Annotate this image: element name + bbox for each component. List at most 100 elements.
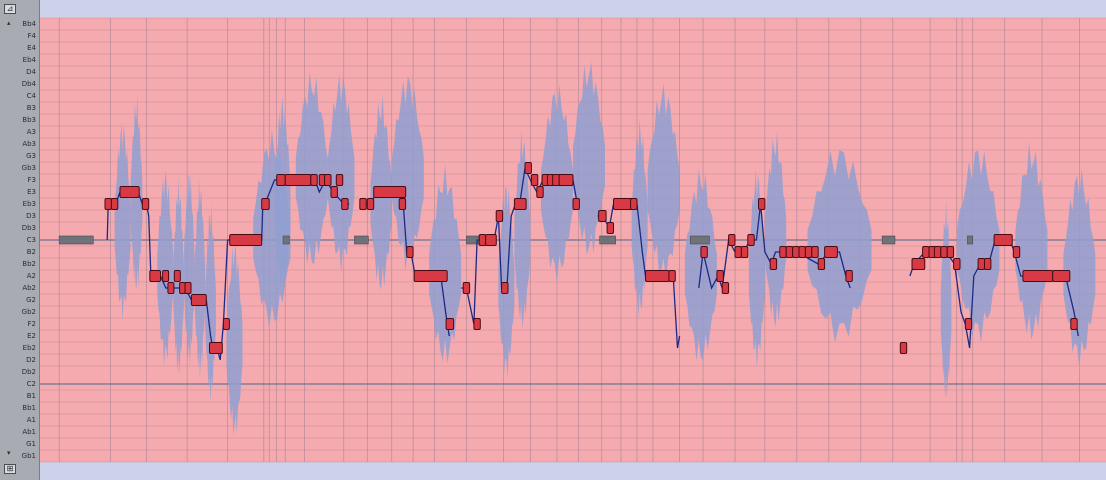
note-label: Gb3	[21, 164, 36, 172]
note-blob	[473, 318, 481, 330]
note-blob	[184, 282, 192, 294]
note-blob	[141, 198, 150, 210]
note-blob	[276, 174, 286, 186]
pitch-canvas[interactable]	[40, 0, 1106, 480]
note-label: Bb3	[22, 116, 36, 124]
note-label: B1	[26, 392, 36, 400]
waveform-blob	[573, 61, 605, 255]
note-label: F2	[27, 320, 36, 328]
pitch-ruler[interactable]: ⊿ ▴ ▾ ⊞ Bb4 F4 E4 Eb4 D4 Db4 C4 B3 Bb3 A3 Ab3 G3 Gb3…	[0, 0, 40, 480]
gap-bar	[354, 235, 369, 245]
note-blob	[341, 198, 349, 210]
note-blob	[734, 246, 742, 258]
note-label: Db2	[21, 368, 36, 376]
note-blob	[462, 282, 471, 294]
waveform-blob	[157, 170, 174, 368]
note-blob	[740, 246, 749, 258]
note-blobs	[104, 162, 1078, 354]
note-label: Db4	[21, 80, 36, 88]
note-blob	[406, 246, 414, 258]
note-blob	[478, 234, 487, 246]
note-blob	[310, 174, 318, 186]
note-blob	[445, 318, 455, 330]
note-blob	[779, 246, 787, 258]
note-blob	[792, 246, 800, 258]
note-label: Eb4	[22, 56, 36, 64]
note-blob	[824, 246, 838, 258]
note-label: F3	[27, 176, 36, 184]
note-label: Bb1	[22, 404, 36, 412]
note-label: Ab3	[22, 140, 36, 148]
note-blob	[984, 258, 992, 270]
gap-bar	[967, 235, 974, 245]
note-label: Gb1	[21, 452, 36, 460]
note-blob	[700, 246, 708, 258]
note-label: Db3	[21, 224, 36, 232]
note-blob	[785, 246, 794, 258]
unvoiced-gaps	[58, 235, 974, 245]
note-label: D3	[26, 212, 36, 220]
note-blob	[359, 198, 367, 210]
waveform-blob	[956, 150, 1000, 343]
note-label: E2	[27, 332, 36, 340]
note-blob	[728, 234, 736, 246]
note-blob	[716, 270, 724, 282]
note-blob	[769, 258, 778, 270]
note-blob	[922, 246, 930, 258]
note-blob	[747, 234, 755, 246]
gap-bar	[282, 235, 290, 245]
note-blob	[964, 318, 973, 330]
note-blob	[261, 198, 270, 210]
waveform-blob	[748, 169, 765, 369]
note-blob	[977, 258, 985, 270]
zoom-toggle-button[interactable]: ⊿	[4, 4, 16, 14]
waveform-blob	[274, 96, 291, 295]
note-blob	[485, 234, 497, 246]
note-blob	[162, 270, 170, 282]
waveform-blob	[183, 173, 195, 366]
waveform-blob	[194, 178, 206, 378]
note-blob	[953, 258, 961, 270]
waveform-blob	[114, 123, 131, 322]
waveform-blob	[295, 71, 328, 265]
note-blob	[495, 210, 504, 222]
waveform-blob	[807, 149, 872, 343]
note-blob	[940, 246, 948, 258]
note-blob	[119, 186, 140, 198]
note-label: Eb2	[22, 344, 36, 352]
waveform-blob	[1015, 142, 1048, 340]
note-blob	[1012, 246, 1021, 258]
note-blob	[366, 198, 375, 210]
note-blob	[993, 234, 1013, 246]
scroll-down-arrow-icon[interactable]: ▾	[7, 449, 11, 457]
scroll-up-arrow-icon[interactable]: ▴	[7, 19, 11, 27]
note-label: D2	[26, 356, 36, 364]
note-blob	[817, 258, 826, 270]
note-blob	[668, 270, 676, 282]
gap-bar	[599, 235, 616, 245]
note-blob	[190, 294, 207, 306]
note-blob	[845, 270, 853, 282]
note-blob	[167, 282, 175, 294]
gap-bar	[689, 235, 710, 245]
note-blob	[373, 186, 407, 198]
note-blob	[630, 198, 638, 210]
note-blob	[398, 198, 407, 210]
note-blob	[413, 270, 448, 282]
note-label: C4	[26, 92, 36, 100]
note-label: Bb2	[22, 260, 36, 268]
note-label: B3	[26, 104, 36, 112]
note-editing-area[interactable]	[40, 0, 1106, 480]
waveform-blob	[1063, 168, 1096, 369]
note-blob	[1022, 270, 1054, 282]
note-blob	[330, 186, 338, 198]
waveform-blob	[764, 130, 787, 328]
expand-button[interactable]: ⊞	[4, 464, 16, 474]
note-blob	[104, 198, 112, 210]
note-label: G3	[26, 152, 36, 160]
note-label: Ab2	[22, 284, 36, 292]
note-label: B2	[26, 248, 36, 256]
note-blob	[606, 222, 614, 234]
note-blob	[524, 162, 532, 174]
note-blob	[209, 342, 223, 354]
